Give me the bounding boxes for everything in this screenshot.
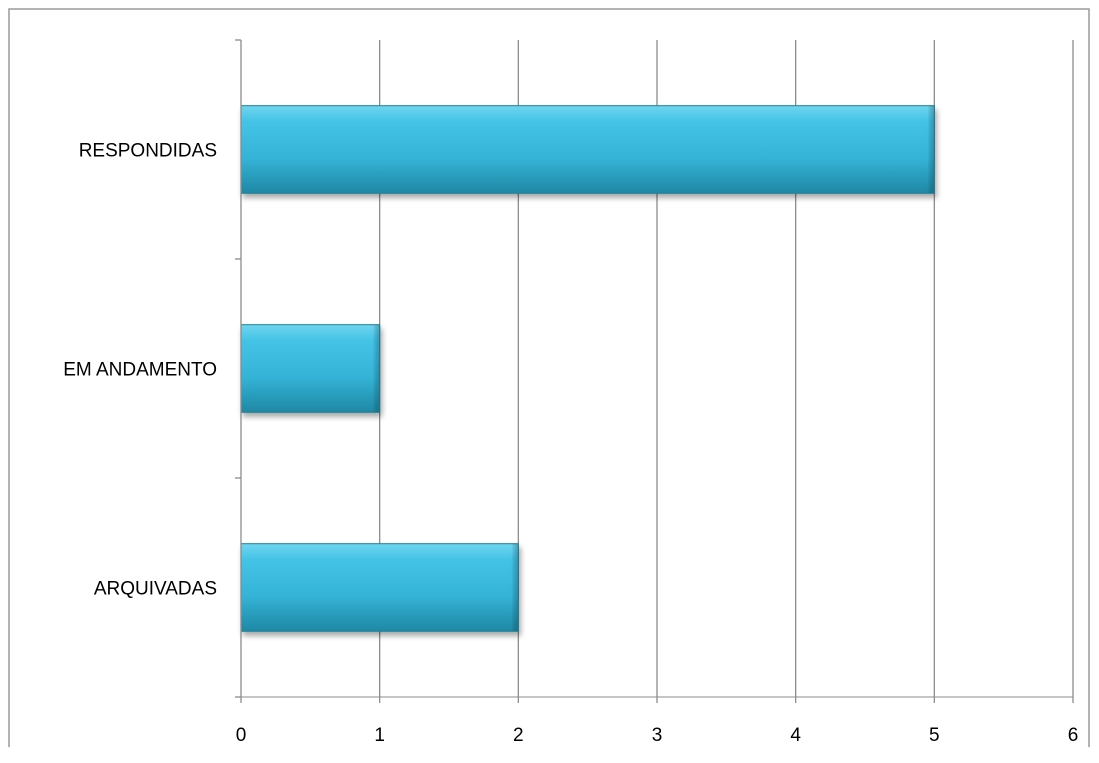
y-tick-label: ARQUIVADAS bbox=[94, 579, 217, 600]
bar-body bbox=[240, 543, 519, 632]
chart-border bbox=[8, 8, 1090, 747]
x-tick-label: 4 bbox=[790, 725, 801, 746]
y-tick-label: RESPONDIDAS bbox=[79, 141, 217, 162]
axis-layer bbox=[235, 39, 1074, 703]
bars-layer bbox=[240, 105, 935, 632]
x-tick-label: 5 bbox=[929, 725, 940, 746]
bar-body bbox=[240, 105, 935, 194]
x-tick-label: 6 bbox=[1068, 725, 1079, 746]
x-tick-label: 3 bbox=[652, 725, 663, 746]
bar-end-shade bbox=[372, 324, 380, 413]
y-tick-label: EM ANDAMENTO bbox=[63, 360, 217, 381]
bar-respondidas bbox=[240, 105, 935, 194]
bar-em-andamento bbox=[240, 324, 381, 413]
bar-end-shade bbox=[927, 105, 935, 194]
labels-layer: RESPONDIDAS EM ANDAMENTO ARQUIVADAS 0 1 2 3 4 5 6 bbox=[63, 141, 1078, 747]
bar-body bbox=[240, 324, 381, 413]
bar-end-shade bbox=[511, 543, 519, 632]
x-tick-label: 1 bbox=[374, 725, 385, 746]
x-tick-label: 0 bbox=[236, 725, 247, 746]
bar-arquivadas bbox=[240, 543, 519, 632]
x-tick-label: 2 bbox=[513, 725, 524, 746]
